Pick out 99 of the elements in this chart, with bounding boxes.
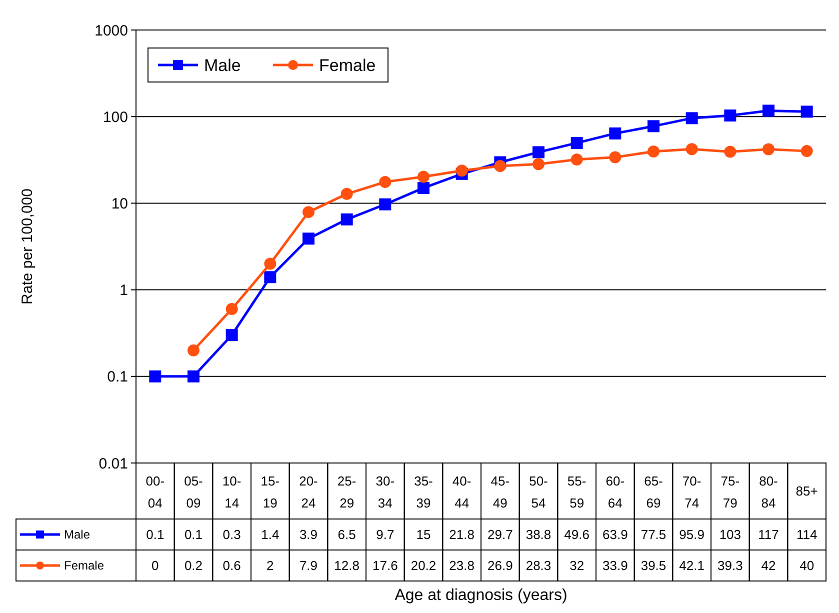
data-label: 103 [719, 527, 742, 542]
data-label: 17.6 [372, 558, 398, 574]
text: Male [64, 528, 90, 542]
data-label: 33.9 [602, 558, 628, 574]
point [456, 164, 468, 177]
point [762, 104, 774, 117]
x-tick-label: 20-24 [299, 474, 318, 511]
data-label: 117 [758, 527, 779, 542]
point [762, 143, 774, 156]
data-label: 15 [416, 527, 431, 542]
data-label: 28.3 [526, 558, 552, 574]
x-tick-label: 55-59 [567, 474, 586, 511]
x-tick-label: 25-29 [337, 474, 356, 511]
point [609, 127, 622, 140]
data-label: 26.9 [488, 558, 513, 574]
data-label: 2 [266, 558, 274, 574]
data-label: 0.1 [146, 527, 164, 542]
data-label: 21.8 [449, 527, 474, 542]
point [188, 344, 200, 356]
data-label: 49.6 [564, 527, 590, 542]
data-label: 95.9 [679, 527, 704, 542]
point [379, 176, 392, 188]
y-tick-label: 0.01 [98, 455, 128, 472]
point [724, 146, 736, 158]
point [188, 370, 200, 382]
x-tick-label: 60-64 [606, 474, 625, 511]
point [418, 182, 430, 194]
point [302, 206, 314, 218]
data-label: 23.8 [449, 558, 474, 574]
x-tick-label: 30-34 [376, 474, 395, 511]
data-label: 38.8 [526, 527, 552, 542]
data-label: 6.5 [338, 527, 356, 542]
point [800, 106, 813, 118]
data-label: 114 [796, 527, 818, 542]
data-label: 7.9 [299, 558, 318, 574]
point [609, 151, 622, 164]
point [226, 303, 238, 316]
x-tick-label: 35-39 [414, 474, 433, 511]
x-tick-label: 10-14 [222, 474, 242, 511]
data-label: 32 [570, 558, 584, 574]
point [724, 109, 736, 122]
x-tick-label: 00-04 [146, 474, 165, 511]
x-tick-label: 50-54 [529, 474, 548, 511]
y-tick-label: 100 [102, 108, 128, 126]
data-label: 63.9 [602, 527, 628, 542]
point [379, 198, 392, 210]
y-tick-label: 0.1 [107, 368, 128, 386]
point [226, 329, 238, 342]
y-tick-label: 10 [111, 195, 128, 212]
point [494, 160, 506, 172]
x-tick-label: 05-09 [184, 474, 203, 511]
point [340, 188, 353, 200]
data-label: 0.3 [222, 527, 241, 542]
data-label: 39.5 [640, 558, 666, 574]
x-tick-label: 40-44 [452, 474, 472, 511]
data-label: 0.6 [222, 558, 241, 574]
point [149, 370, 162, 382]
point [418, 170, 430, 183]
text: 0 [152, 558, 159, 574]
data-label: 1.4 [261, 527, 280, 542]
data-label: 39.3 [718, 558, 743, 574]
data-label: 0.2 [184, 558, 203, 574]
point [570, 136, 583, 149]
data-label: 42 [761, 558, 776, 574]
data-label: 3.9 [299, 527, 318, 542]
data-label: 9.7 [376, 527, 394, 542]
x-tick-label: 75-79 [720, 474, 740, 511]
x-tick-label: 65-69 [644, 474, 663, 511]
data-label: 77.5 [640, 527, 666, 542]
x-tick-label: 80-84 [759, 474, 778, 511]
x-tick-label: 85+ [796, 484, 818, 499]
point [264, 271, 276, 284]
point [648, 146, 660, 158]
y-tick-label: 1 [120, 282, 128, 300]
point [340, 213, 353, 226]
data-label: 40 [800, 558, 814, 574]
y-tick-label: 1000 [94, 22, 128, 40]
legend-label: Female [319, 56, 376, 75]
data-label: 20.2 [410, 558, 436, 574]
x-tick-label: 15-19 [260, 474, 280, 511]
point [800, 145, 813, 158]
point [686, 143, 698, 156]
data-label: 29.7 [488, 527, 513, 542]
point [302, 232, 314, 245]
data-label: 0.1 [184, 527, 203, 542]
point [648, 120, 660, 132]
x-axis-title: Age at diagnosis (years) [394, 587, 568, 604]
point [532, 158, 544, 170]
point [570, 153, 583, 166]
text: Female [64, 558, 104, 573]
data-label: 12.8 [334, 558, 360, 574]
data-label: 42.1 [679, 558, 704, 574]
x-tick-label: 70-74 [682, 474, 702, 511]
legend-label: Male [204, 56, 241, 75]
x-tick-label: 45-49 [490, 474, 510, 511]
point [532, 146, 544, 158]
point [264, 258, 276, 270]
y-axis-title: Rate per 100,000 [19, 188, 36, 304]
point [686, 112, 698, 124]
